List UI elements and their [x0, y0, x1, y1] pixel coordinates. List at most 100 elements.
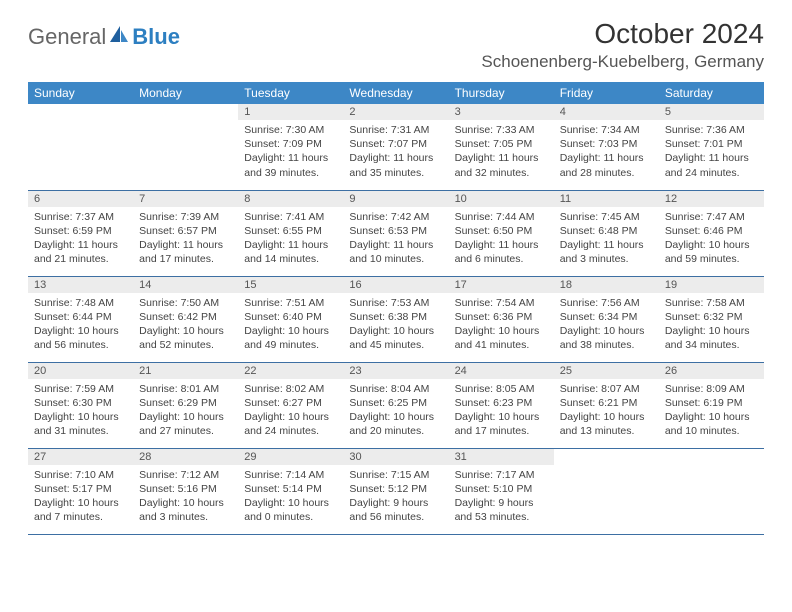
calendar-day-cell: 14Sunrise: 7:50 AMSunset: 6:42 PMDayligh…	[133, 276, 238, 362]
day-number: 6	[28, 191, 133, 207]
day-number: 5	[659, 104, 764, 120]
day-details: Sunrise: 7:34 AMSunset: 7:03 PMDaylight:…	[554, 120, 659, 184]
day-number: 13	[28, 277, 133, 293]
weekday-header: Friday	[554, 82, 659, 104]
day-details: Sunrise: 7:39 AMSunset: 6:57 PMDaylight:…	[133, 207, 238, 271]
day-details: Sunrise: 7:42 AMSunset: 6:53 PMDaylight:…	[343, 207, 448, 271]
day-number: 21	[133, 363, 238, 379]
day-number: 4	[554, 104, 659, 120]
day-number: 25	[554, 363, 659, 379]
calendar-day-cell: 24Sunrise: 8:05 AMSunset: 6:23 PMDayligh…	[449, 362, 554, 448]
day-details: Sunrise: 7:58 AMSunset: 6:32 PMDaylight:…	[659, 293, 764, 357]
day-details: Sunrise: 8:05 AMSunset: 6:23 PMDaylight:…	[449, 379, 554, 443]
day-details: Sunrise: 7:48 AMSunset: 6:44 PMDaylight:…	[28, 293, 133, 357]
day-details: Sunrise: 7:47 AMSunset: 6:46 PMDaylight:…	[659, 207, 764, 271]
calendar-week-row: 20Sunrise: 7:59 AMSunset: 6:30 PMDayligh…	[28, 362, 764, 448]
day-number: 28	[133, 449, 238, 465]
day-number: 3	[449, 104, 554, 120]
day-details: Sunrise: 7:14 AMSunset: 5:14 PMDaylight:…	[238, 465, 343, 529]
day-number: 17	[449, 277, 554, 293]
day-number: 1	[238, 104, 343, 120]
day-details: Sunrise: 7:31 AMSunset: 7:07 PMDaylight:…	[343, 120, 448, 184]
calendar-day-cell: 25Sunrise: 8:07 AMSunset: 6:21 PMDayligh…	[554, 362, 659, 448]
calendar-day-cell: 31Sunrise: 7:17 AMSunset: 5:10 PMDayligh…	[449, 448, 554, 534]
day-number: 22	[238, 363, 343, 379]
calendar-day-cell: 9Sunrise: 7:42 AMSunset: 6:53 PMDaylight…	[343, 190, 448, 276]
weekday-header: Sunday	[28, 82, 133, 104]
day-details: Sunrise: 7:17 AMSunset: 5:10 PMDaylight:…	[449, 465, 554, 529]
day-details: Sunrise: 8:02 AMSunset: 6:27 PMDaylight:…	[238, 379, 343, 443]
calendar-day-cell: 8Sunrise: 7:41 AMSunset: 6:55 PMDaylight…	[238, 190, 343, 276]
calendar-day-cell: 27Sunrise: 7:10 AMSunset: 5:17 PMDayligh…	[28, 448, 133, 534]
weekday-header: Saturday	[659, 82, 764, 104]
day-details: Sunrise: 7:54 AMSunset: 6:36 PMDaylight:…	[449, 293, 554, 357]
day-details: Sunrise: 8:01 AMSunset: 6:29 PMDaylight:…	[133, 379, 238, 443]
calendar-day-cell: 6Sunrise: 7:37 AMSunset: 6:59 PMDaylight…	[28, 190, 133, 276]
calendar-day-cell: 4Sunrise: 7:34 AMSunset: 7:03 PMDaylight…	[554, 104, 659, 190]
calendar-day-cell: 12Sunrise: 7:47 AMSunset: 6:46 PMDayligh…	[659, 190, 764, 276]
calendar-day-cell: 26Sunrise: 8:09 AMSunset: 6:19 PMDayligh…	[659, 362, 764, 448]
calendar-day-cell	[659, 448, 764, 534]
brand-part2: Blue	[132, 24, 180, 50]
brand-logo: General Blue	[28, 18, 180, 50]
calendar-day-cell: 5Sunrise: 7:36 AMSunset: 7:01 PMDaylight…	[659, 104, 764, 190]
calendar-day-cell	[554, 448, 659, 534]
day-number: 10	[449, 191, 554, 207]
title-block: October 2024 Schoenenberg-Kuebelberg, Ge…	[481, 18, 764, 72]
day-details: Sunrise: 7:10 AMSunset: 5:17 PMDaylight:…	[28, 465, 133, 529]
day-number: 12	[659, 191, 764, 207]
calendar-day-cell	[28, 104, 133, 190]
day-number: 29	[238, 449, 343, 465]
month-title: October 2024	[481, 18, 764, 50]
weekday-header: Thursday	[449, 82, 554, 104]
day-details: Sunrise: 7:33 AMSunset: 7:05 PMDaylight:…	[449, 120, 554, 184]
day-number: 23	[343, 363, 448, 379]
day-details: Sunrise: 7:12 AMSunset: 5:16 PMDaylight:…	[133, 465, 238, 529]
calendar-day-cell: 2Sunrise: 7:31 AMSunset: 7:07 PMDaylight…	[343, 104, 448, 190]
day-number: 18	[554, 277, 659, 293]
day-details: Sunrise: 7:41 AMSunset: 6:55 PMDaylight:…	[238, 207, 343, 271]
day-details: Sunrise: 7:15 AMSunset: 5:12 PMDaylight:…	[343, 465, 448, 529]
day-number: 19	[659, 277, 764, 293]
weekday-header: Tuesday	[238, 82, 343, 104]
day-number: 14	[133, 277, 238, 293]
day-details: Sunrise: 7:56 AMSunset: 6:34 PMDaylight:…	[554, 293, 659, 357]
weekday-header-row: SundayMondayTuesdayWednesdayThursdayFrid…	[28, 82, 764, 104]
day-details: Sunrise: 8:04 AMSunset: 6:25 PMDaylight:…	[343, 379, 448, 443]
sail-icon	[108, 24, 130, 50]
calendar-week-row: 27Sunrise: 7:10 AMSunset: 5:17 PMDayligh…	[28, 448, 764, 534]
calendar-day-cell: 7Sunrise: 7:39 AMSunset: 6:57 PMDaylight…	[133, 190, 238, 276]
weekday-header: Wednesday	[343, 82, 448, 104]
day-number: 16	[343, 277, 448, 293]
day-number: 8	[238, 191, 343, 207]
header: General Blue October 2024 Schoenenberg-K…	[28, 18, 764, 72]
calendar-day-cell: 28Sunrise: 7:12 AMSunset: 5:16 PMDayligh…	[133, 448, 238, 534]
day-number: 11	[554, 191, 659, 207]
location-label: Schoenenberg-Kuebelberg, Germany	[481, 52, 764, 72]
calendar-day-cell: 11Sunrise: 7:45 AMSunset: 6:48 PMDayligh…	[554, 190, 659, 276]
day-number: 9	[343, 191, 448, 207]
calendar-day-cell: 30Sunrise: 7:15 AMSunset: 5:12 PMDayligh…	[343, 448, 448, 534]
day-number: 31	[449, 449, 554, 465]
calendar-day-cell: 10Sunrise: 7:44 AMSunset: 6:50 PMDayligh…	[449, 190, 554, 276]
calendar-day-cell: 22Sunrise: 8:02 AMSunset: 6:27 PMDayligh…	[238, 362, 343, 448]
day-number: 27	[28, 449, 133, 465]
day-details: Sunrise: 7:30 AMSunset: 7:09 PMDaylight:…	[238, 120, 343, 184]
day-details: Sunrise: 8:09 AMSunset: 6:19 PMDaylight:…	[659, 379, 764, 443]
day-details: Sunrise: 7:50 AMSunset: 6:42 PMDaylight:…	[133, 293, 238, 357]
day-number: 2	[343, 104, 448, 120]
calendar-week-row: 6Sunrise: 7:37 AMSunset: 6:59 PMDaylight…	[28, 190, 764, 276]
day-details: Sunrise: 7:37 AMSunset: 6:59 PMDaylight:…	[28, 207, 133, 271]
calendar-day-cell: 19Sunrise: 7:58 AMSunset: 6:32 PMDayligh…	[659, 276, 764, 362]
calendar-day-cell: 20Sunrise: 7:59 AMSunset: 6:30 PMDayligh…	[28, 362, 133, 448]
day-number: 26	[659, 363, 764, 379]
day-number: 7	[133, 191, 238, 207]
day-details: Sunrise: 7:36 AMSunset: 7:01 PMDaylight:…	[659, 120, 764, 184]
calendar-day-cell: 23Sunrise: 8:04 AMSunset: 6:25 PMDayligh…	[343, 362, 448, 448]
day-details: Sunrise: 7:59 AMSunset: 6:30 PMDaylight:…	[28, 379, 133, 443]
calendar-day-cell: 29Sunrise: 7:14 AMSunset: 5:14 PMDayligh…	[238, 448, 343, 534]
day-number: 15	[238, 277, 343, 293]
calendar-week-row: 13Sunrise: 7:48 AMSunset: 6:44 PMDayligh…	[28, 276, 764, 362]
day-details: Sunrise: 7:51 AMSunset: 6:40 PMDaylight:…	[238, 293, 343, 357]
day-details: Sunrise: 7:44 AMSunset: 6:50 PMDaylight:…	[449, 207, 554, 271]
